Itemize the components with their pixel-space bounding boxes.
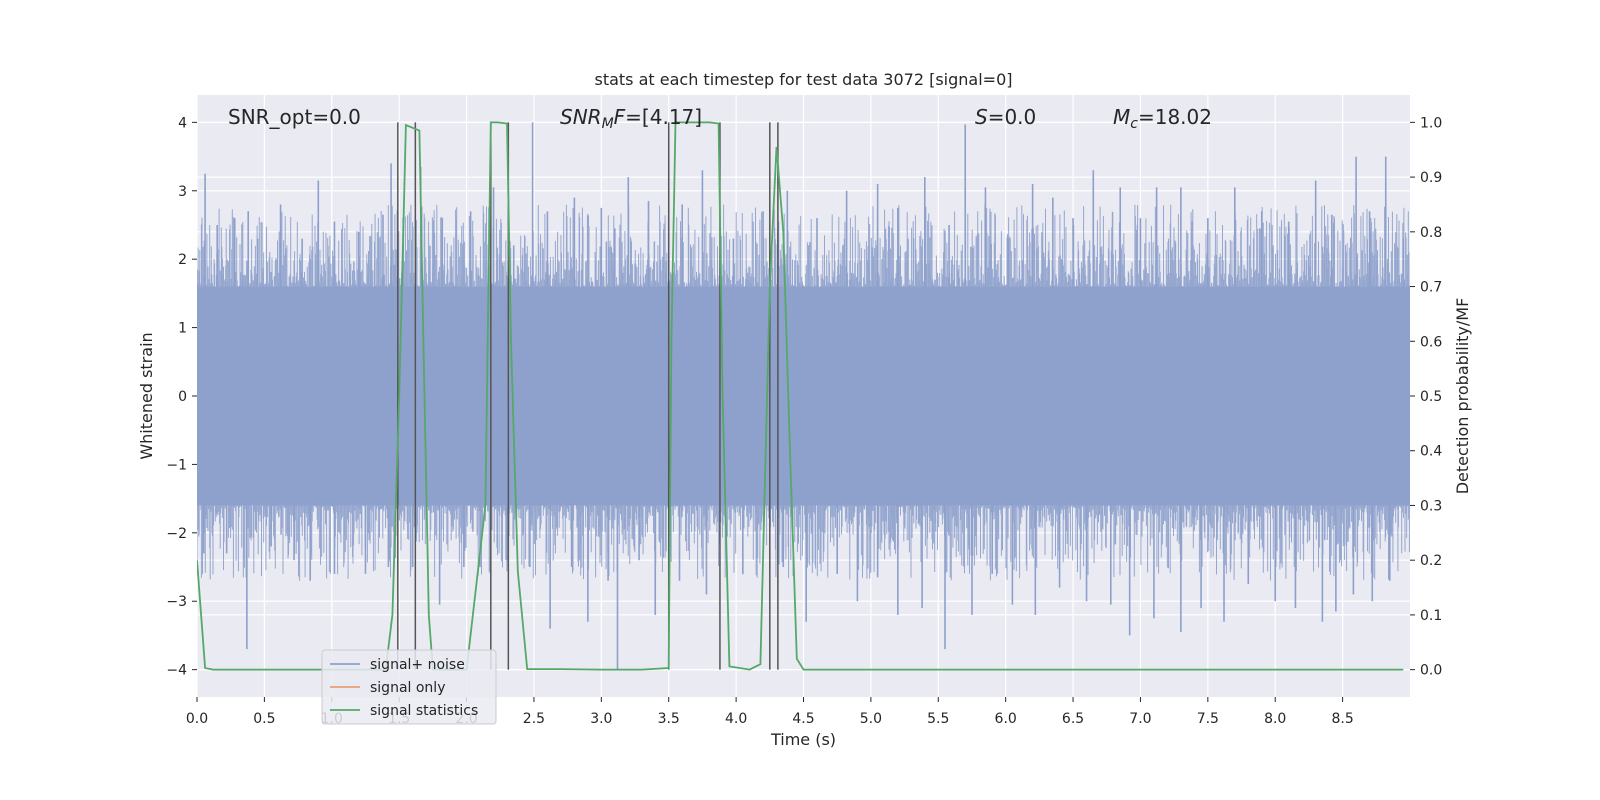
legend-box [321, 649, 497, 725]
y-right-tick-label: 0.8 [1420, 225, 1442, 241]
x-tick-label: 8.5 [1331, 711, 1353, 727]
legend-label: signal statistics [370, 703, 478, 719]
legend-label: signal only [370, 680, 445, 696]
y-tick-label: −2 [166, 526, 187, 542]
x-tick-label: 3.0 [590, 711, 612, 727]
y-tick-label: 3 [178, 184, 187, 200]
snr-opt-annotation: SNR_opt=0.0 [228, 105, 361, 129]
x-tick-label: 5.5 [927, 711, 949, 727]
noise-trace [197, 204, 1410, 581]
y-right-tick-label: 0.3 [1420, 498, 1442, 514]
x-tick-label: 4.5 [792, 711, 814, 727]
x-tick-label: 3.5 [658, 711, 680, 727]
s-annotation: S=0.0 [975, 105, 1036, 129]
noise-series [197, 122, 1410, 670]
left-y-axis-ticks: −4 −3 −2 −1 0 1 2 3 4 [166, 115, 197, 679]
x-tick-label: 4.0 [725, 711, 747, 727]
x-tick-label: 2.5 [523, 711, 545, 727]
y-right-tick-label: 0.5 [1420, 389, 1442, 405]
y-tick-label: 4 [178, 115, 187, 131]
y-tick-label: −1 [166, 457, 187, 473]
x-axis-label: Time (s) [770, 730, 836, 749]
x-tick-label: 7.0 [1129, 711, 1151, 727]
mc-annotation: Mc=18.02 [1113, 105, 1212, 132]
y-right-tick-label: 0.2 [1420, 553, 1442, 569]
y-right-tick-label: 0.4 [1420, 444, 1442, 460]
y-tick-label: −3 [166, 594, 187, 610]
y-tick-label: −4 [166, 663, 187, 679]
x-tick-label: 8.0 [1264, 711, 1286, 727]
y-tick-label: 1 [178, 321, 187, 337]
legend: signal+ noise signal only signal statistic… [321, 649, 497, 725]
y-right-tick-label: 0.9 [1420, 170, 1442, 186]
x-tick-label: 6.5 [1062, 711, 1084, 727]
x-tick-label: 5.0 [860, 711, 882, 727]
y-right-tick-label: 0.1 [1420, 608, 1442, 624]
x-tick-label: 0.5 [253, 711, 275, 727]
statistics-series [197, 121, 1404, 671]
right-y-axis-ticks: 0.0 0.1 0.2 0.3 0.4 0.5 0.6 0.7 0.8 0.9 1.0 [1410, 115, 1442, 679]
y-tick-label: 2 [178, 252, 187, 268]
statistics-line [197, 121, 1404, 671]
left-y-axis-label: Whitened strain [137, 332, 156, 459]
snr-mf-annotation: SNRMF=[4.17] [560, 105, 702, 132]
y-right-tick-label: 0.7 [1420, 280, 1442, 296]
chart-title: stats at each timestep for test data 307… [594, 70, 1012, 89]
x-tick-label: 7.5 [1197, 711, 1219, 727]
legend-label: signal+ noise [370, 657, 465, 673]
x-tick-label: 6.0 [995, 711, 1017, 727]
y-right-tick-label: 0.6 [1420, 334, 1442, 350]
y-right-tick-label: 1.0 [1420, 115, 1442, 131]
y-right-tick-label: 0.0 [1420, 663, 1442, 679]
y-tick-label: 0 [178, 389, 187, 405]
right-y-axis-label: Detection probability/MF [1453, 298, 1472, 495]
x-tick-label: 0.0 [186, 711, 208, 727]
